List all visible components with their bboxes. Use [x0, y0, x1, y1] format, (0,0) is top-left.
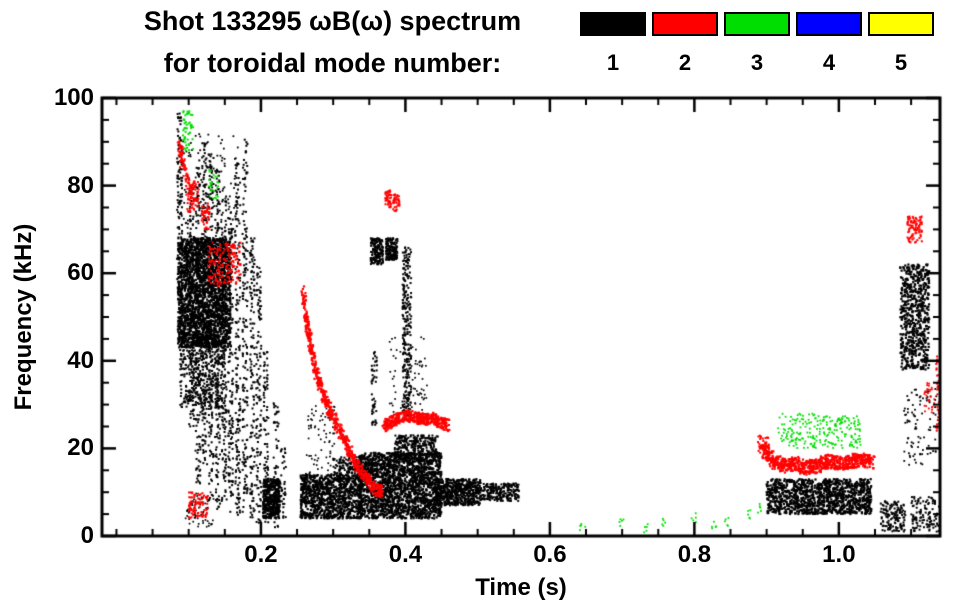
y-tick-label: 100 — [53, 84, 94, 111]
x-tick-label: 1.0 — [822, 541, 856, 568]
legend-swatch-mode-5 — [868, 12, 934, 36]
legend-swatch-mode-4 — [796, 12, 862, 36]
legend-swatch-mode-1 — [580, 12, 646, 36]
legend-swatch-mode-2 — [652, 12, 718, 36]
legend-label-mode-3: 3 — [750, 50, 764, 75]
legend-swatch-mode-3 — [724, 12, 790, 36]
y-tick-label: 60 — [67, 259, 94, 287]
x-tick-label: 0.6 — [533, 541, 567, 568]
y-tick-label: 40 — [67, 346, 94, 374]
x-axis-title: Time (s) — [475, 574, 567, 601]
x-tick-label: 0.4 — [388, 541, 423, 568]
legend-label-mode-2: 2 — [678, 50, 692, 75]
y-tick-label: 80 — [67, 171, 94, 199]
x-tick-label: 0.2 — [244, 541, 278, 568]
y-tick-label: 20 — [67, 434, 94, 462]
legend-label-mode-1: 1 — [606, 50, 620, 75]
y-axis-title: Frequency (kHz) — [10, 223, 37, 411]
x-tick-label: 0.8 — [677, 541, 712, 568]
legend-label-mode-4: 4 — [822, 50, 836, 75]
y-tick-label: 0 — [80, 522, 94, 549]
legend-label-mode-5: 5 — [894, 50, 908, 75]
